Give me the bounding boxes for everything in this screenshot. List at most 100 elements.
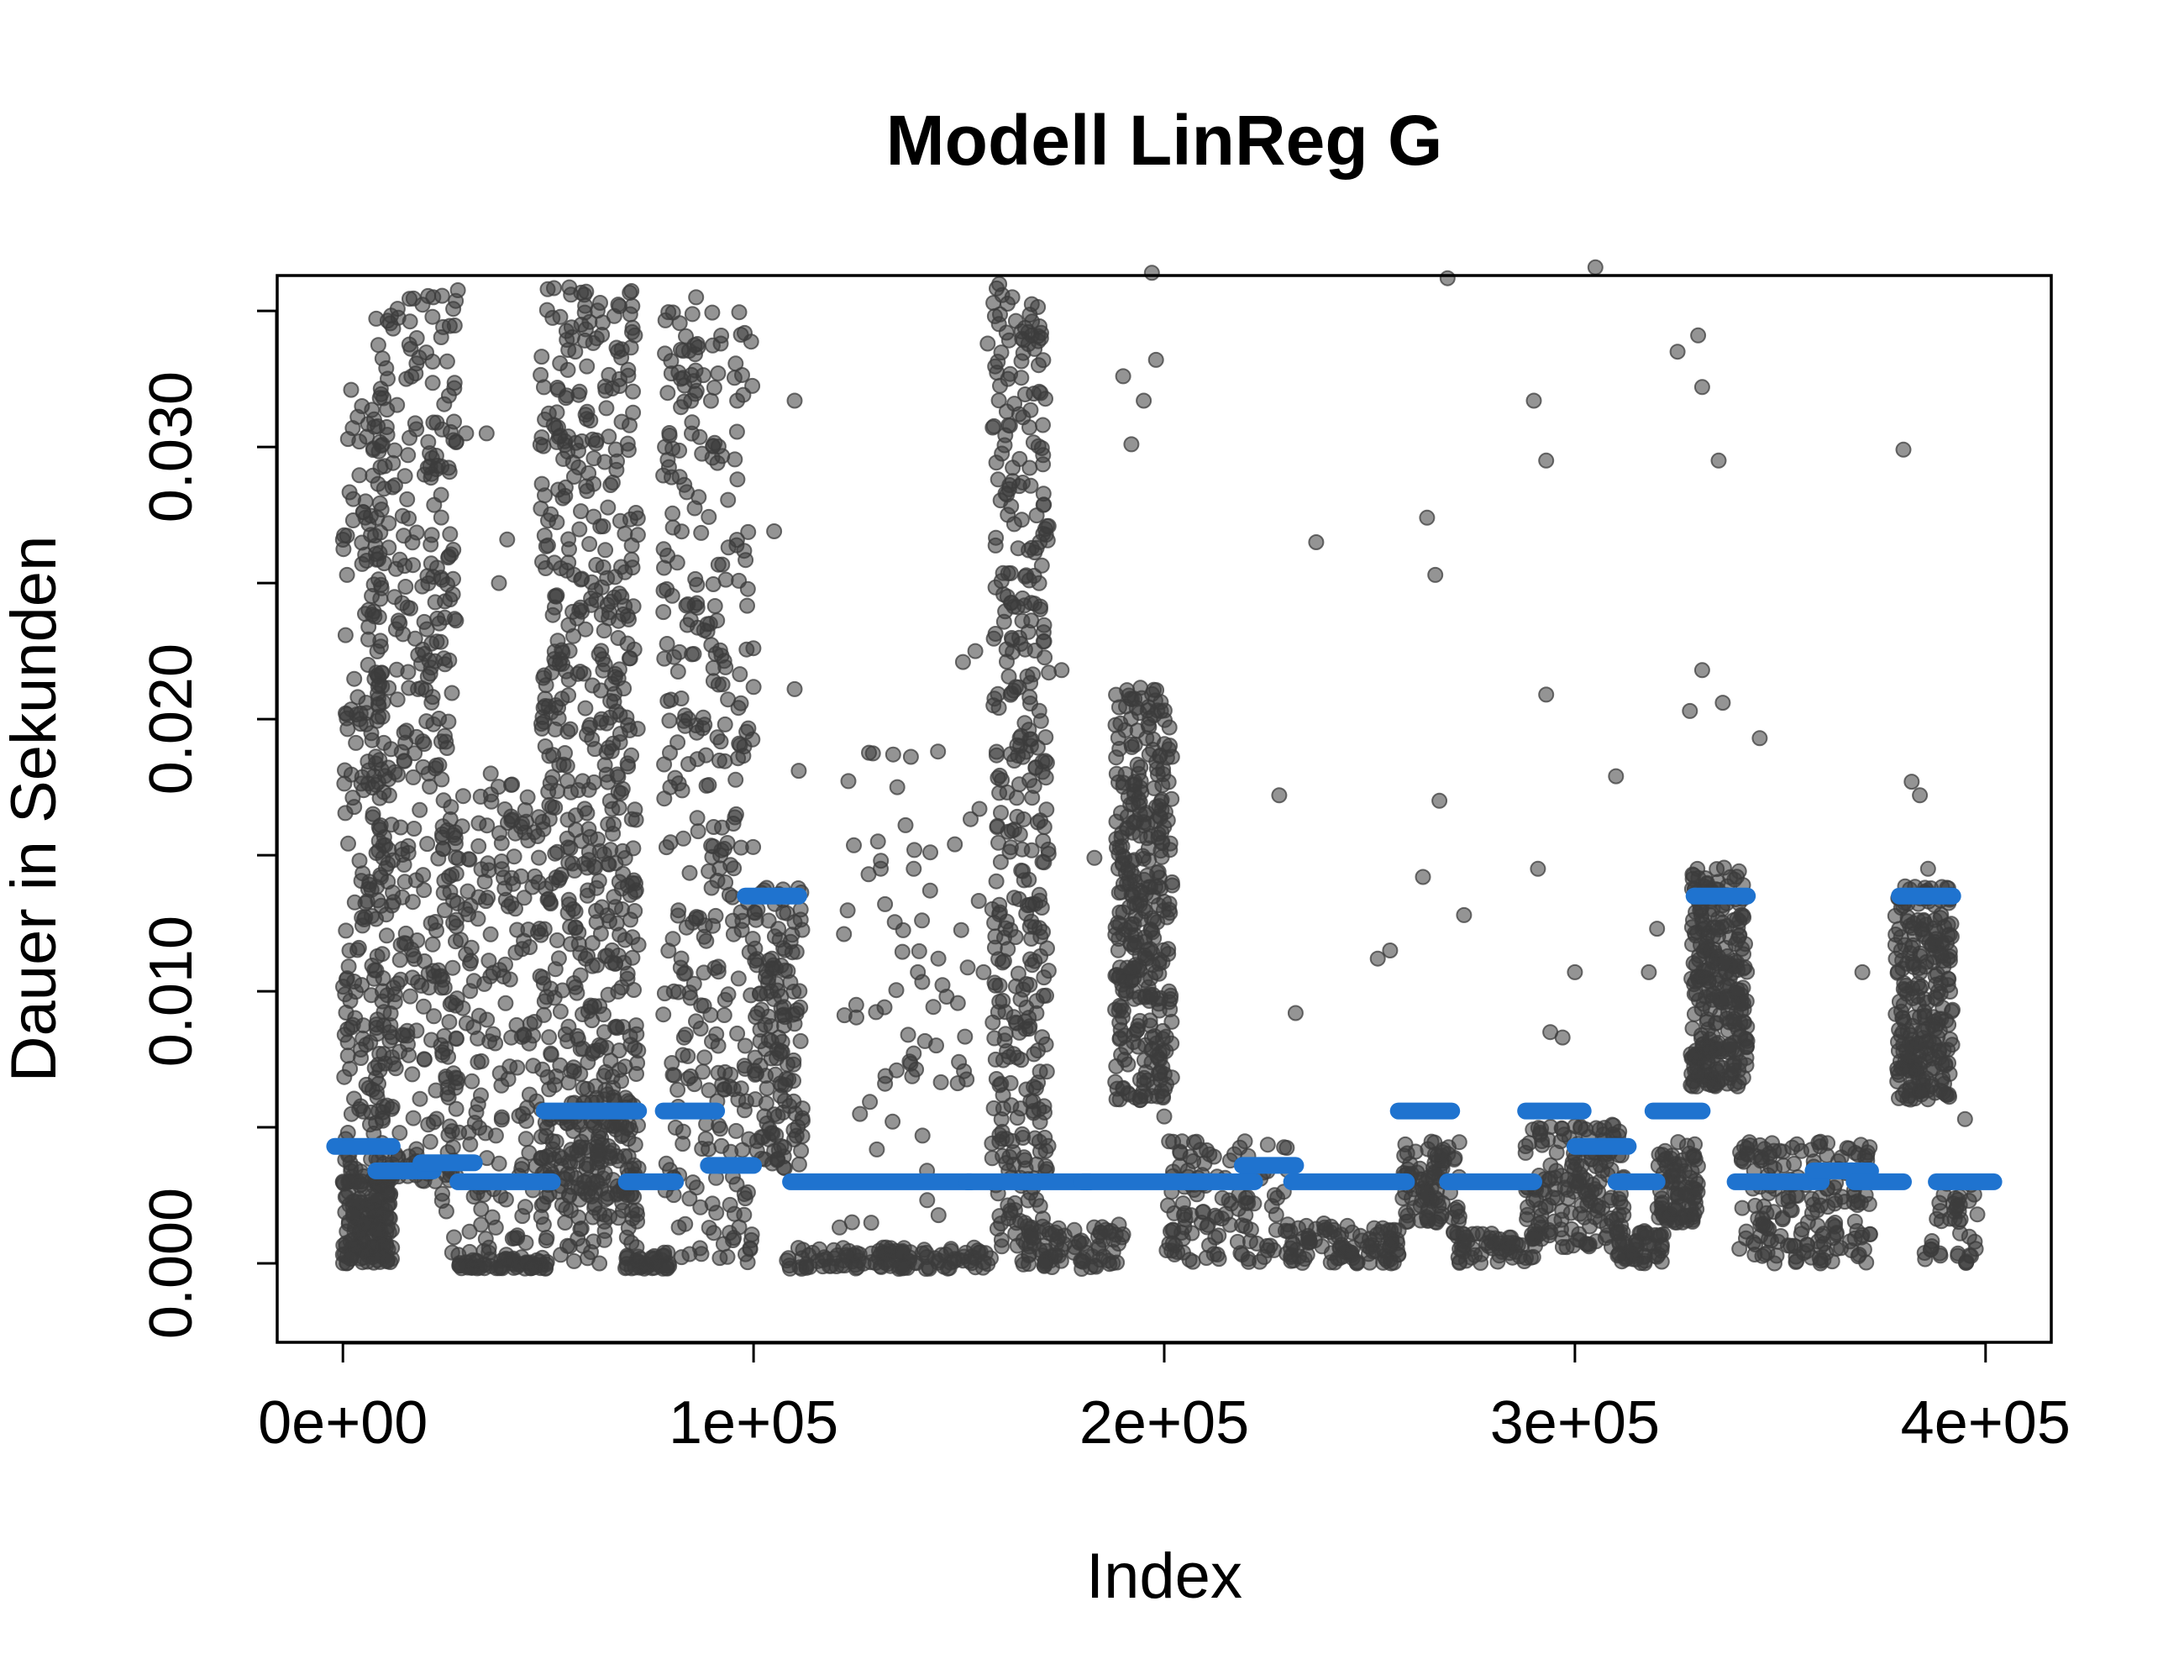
data-point xyxy=(1156,1108,1173,1125)
data-point xyxy=(1833,1149,1850,1166)
data-point xyxy=(975,963,992,980)
data-point xyxy=(354,1173,370,1189)
data-point xyxy=(434,1185,450,1202)
data-point xyxy=(1608,768,1625,785)
data-point xyxy=(1904,1074,1921,1090)
data-point xyxy=(538,302,555,318)
data-point xyxy=(627,1259,643,1276)
data-point xyxy=(1021,1247,1037,1264)
data-point xyxy=(1026,568,1042,584)
data-point xyxy=(606,889,622,906)
data-point xyxy=(992,377,1008,394)
data-point xyxy=(1627,1251,1644,1268)
data-point xyxy=(446,380,463,396)
data-point xyxy=(448,865,465,882)
data-point xyxy=(743,333,759,350)
data-point xyxy=(1754,1247,1771,1264)
data-point xyxy=(848,996,864,1013)
data-point xyxy=(1023,931,1040,947)
data-point xyxy=(538,1120,555,1137)
data-point xyxy=(562,721,579,738)
data-point xyxy=(733,921,750,938)
data-point xyxy=(419,669,436,685)
data-point xyxy=(1039,940,1055,957)
data-point xyxy=(534,969,551,986)
data-point xyxy=(391,1125,408,1142)
data-point xyxy=(506,848,522,865)
data-point xyxy=(697,1131,714,1147)
data-point xyxy=(749,901,766,918)
data-point xyxy=(504,776,521,793)
data-point xyxy=(708,1205,725,1221)
data-point xyxy=(1022,402,1039,418)
data-point xyxy=(594,899,611,916)
data-point xyxy=(1369,1226,1385,1243)
data-point xyxy=(1005,459,1021,476)
data-point xyxy=(483,793,500,810)
data-point xyxy=(1730,863,1747,879)
data-point xyxy=(895,921,911,938)
data-point xyxy=(811,1241,827,1257)
data-point xyxy=(1037,753,1053,769)
data-point xyxy=(381,787,397,804)
data-point xyxy=(605,735,622,752)
data-point xyxy=(585,450,602,467)
data-point xyxy=(538,538,554,554)
data-point xyxy=(656,559,672,576)
data-point xyxy=(624,929,641,946)
data-point xyxy=(879,1252,895,1268)
data-point xyxy=(407,951,423,968)
data-point xyxy=(459,883,476,900)
data-point xyxy=(518,1112,534,1129)
data-point xyxy=(507,825,524,842)
data-point xyxy=(1610,1233,1627,1250)
data-point xyxy=(1710,921,1727,938)
data-point xyxy=(559,830,575,847)
data-point xyxy=(1263,1198,1280,1215)
data-point xyxy=(1969,1206,1986,1223)
data-point xyxy=(503,808,519,825)
data-point xyxy=(335,979,351,995)
data-point xyxy=(565,469,582,485)
data-point xyxy=(900,1026,916,1043)
data-point xyxy=(370,609,387,626)
data-point xyxy=(411,349,428,366)
data-point xyxy=(601,913,617,930)
data-point xyxy=(1923,1078,1940,1095)
data-point xyxy=(919,1192,936,1209)
data-point xyxy=(970,893,987,909)
data-point xyxy=(448,1100,465,1117)
data-point xyxy=(576,286,593,303)
data-point xyxy=(996,929,1012,946)
data-point xyxy=(514,1157,531,1173)
data-point xyxy=(717,1063,733,1080)
data-point xyxy=(1110,1236,1127,1252)
data-point xyxy=(906,842,922,858)
data-point xyxy=(732,839,749,856)
data-point xyxy=(538,1232,554,1249)
data-point xyxy=(1530,860,1546,877)
data-point xyxy=(438,353,455,370)
data-point xyxy=(894,943,911,960)
data-point xyxy=(618,709,635,726)
data-point xyxy=(1031,383,1047,400)
data-point xyxy=(794,1250,811,1267)
data-point xyxy=(1682,702,1698,719)
data-point xyxy=(722,1079,738,1095)
data-point xyxy=(1278,1140,1295,1156)
data-point xyxy=(712,335,729,352)
data-point xyxy=(408,330,425,346)
data-point xyxy=(1604,1116,1620,1133)
data-point xyxy=(1578,1121,1594,1137)
data-point xyxy=(832,1219,848,1236)
data-point xyxy=(385,852,402,869)
data-point xyxy=(739,597,755,614)
data-point xyxy=(382,315,399,332)
data-point xyxy=(1850,1248,1866,1265)
data-point xyxy=(914,1127,931,1144)
data-point xyxy=(424,936,441,953)
data-point xyxy=(784,944,801,961)
data-point xyxy=(967,643,984,659)
data-point xyxy=(688,289,705,306)
data-point xyxy=(1861,1226,1878,1242)
